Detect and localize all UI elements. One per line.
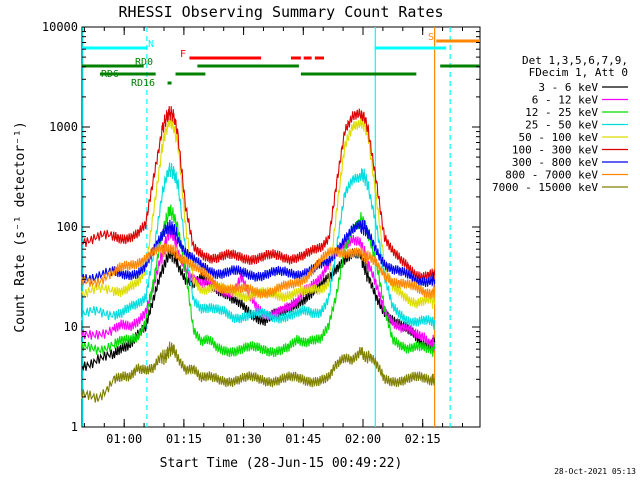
series-25-50-kev [81,162,436,331]
axis-layer: 1 10 100 1000 10000 01:00 01:15 01:30 01:45 02:00… [42,20,480,446]
legend: Det 1,3,5,6,7,9,FDecim 1, Att 0 3 - 6 keV… [492,54,628,194]
legend-label-6-12-kev: 6 - 12 keV [532,94,599,107]
legend-label-25-50-kev: 25 - 50 keV [525,119,598,132]
legend-label-100-300-kev: 100 - 300 keV [512,144,598,157]
flag-bar-layer: N S F RD0 RD6 RD16 [82,32,480,89]
x-tick-label: 01:15 [166,432,202,446]
x-tick-label: 01:00 [106,432,142,446]
legend-label-3-6-kev: 3 - 6 keV [538,81,598,94]
y-tick-label: 100 [56,220,78,234]
flag-n-label: N [148,39,154,50]
y-axis-label: Count Rate (s⁻¹ detector⁻¹) [13,121,28,332]
legend-label-7000-15000-kev: 7000 - 15000 keV [492,181,598,194]
y-tick-label: 1 [71,420,78,434]
x-tick-label: 01:30 [226,432,262,446]
series-300-800-kev [81,219,436,288]
legend-label-12-25-kev: 12 - 25 keV [525,106,598,119]
x-tick-label: 02:15 [405,432,441,446]
flag-f-label: F [180,49,186,60]
series-7000-15000-kev [81,341,436,403]
y-tick-label: 10 [64,320,78,334]
x-tick-label: 02:00 [345,432,381,446]
flag-rd6-label: RD6 [101,69,119,80]
legend-label-800-7000-kev: 800 - 7000 keV [505,169,598,182]
footer-timestamp: 28-Oct-2021 05:13 [554,467,636,476]
legend-label-50-100-kev: 50 - 100 keV [519,131,599,144]
series-800-7000-kev [81,242,436,299]
series-50-100-kev [81,115,436,309]
legend-header-line-2: FDecim 1, Att 0 [529,66,628,79]
x-tick-label: 01:45 [285,432,321,446]
x-axis-label: Start Time (28-Jun-15 00:49:22) [160,456,403,471]
series-100-300-kev [81,106,436,282]
y-tick-label: 1000 [49,120,78,134]
series-3-6-kev [81,247,436,372]
flag-s-label: S [428,32,434,43]
series-layer [81,106,436,403]
flag-rd0-label: RD0 [135,57,153,68]
flag-rd16-label: RD16 [131,78,155,89]
y-tick-label: 10000 [42,20,78,34]
legend-label-300-800-kev: 300 - 800 keV [512,156,598,169]
legend-header-line-1: Det 1,3,5,6,7,9, [522,54,628,67]
chart-title: RHESSI Observing Summary Count Rates [118,3,443,21]
